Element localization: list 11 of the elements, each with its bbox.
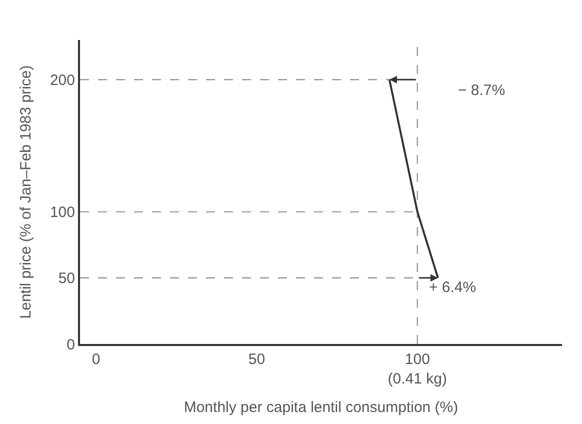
y-tick-label: 0 bbox=[66, 336, 75, 354]
y-tick-label: 200 bbox=[50, 72, 75, 89]
x-tick-label: 0 bbox=[92, 351, 100, 368]
x-axis-title: Monthly per capita lentil consumption (%) bbox=[184, 399, 458, 416]
y-tick-label: 100 bbox=[50, 204, 75, 222]
annotation: + 6.4% bbox=[429, 279, 476, 296]
x-tick-label: 100 (0.41 kg) bbox=[388, 351, 447, 388]
annotation: − 8.7% bbox=[458, 82, 506, 99]
y-axis-title: Lentil price (% of Jan–Feb 1983 price) bbox=[18, 65, 35, 319]
y-tick-label: 50 bbox=[58, 270, 75, 288]
x-tick-label: 50 bbox=[248, 351, 266, 368]
